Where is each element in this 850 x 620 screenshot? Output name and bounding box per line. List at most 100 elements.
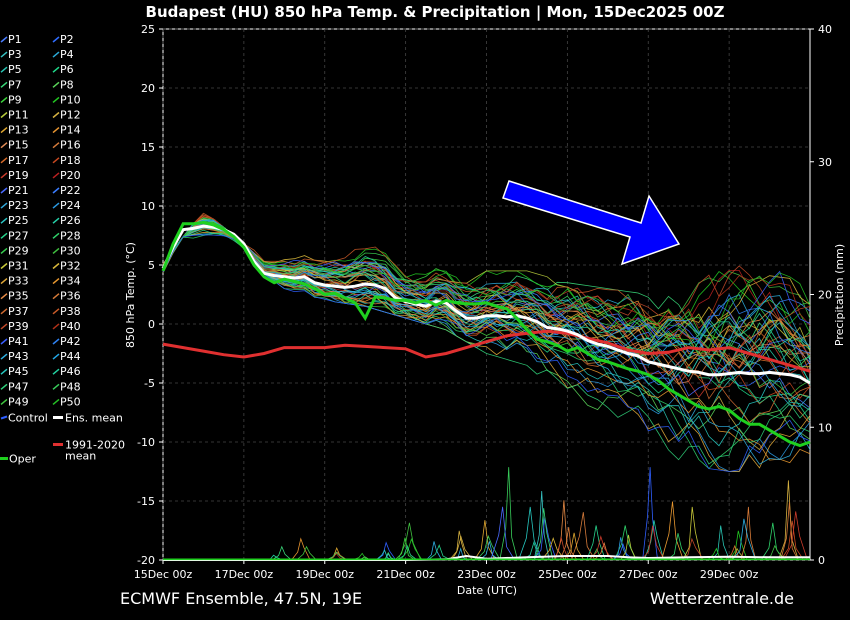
- legend-swatch: [52, 66, 60, 73]
- legend-label: P42: [60, 335, 81, 348]
- legend-label: P16: [60, 139, 81, 152]
- legend-swatch: [0, 308, 8, 315]
- legend-swatch: [52, 172, 60, 179]
- legend-label: P2: [60, 33, 74, 46]
- x-tick-label: 15Dec 00z: [134, 568, 193, 581]
- legend-swatch: [0, 383, 8, 390]
- chart-title: Budapest (HU) 850 hPa Temp. & Precipitat…: [146, 3, 725, 22]
- member-precip-line: [476, 534, 501, 561]
- legend-swatch: [0, 217, 8, 224]
- legend-swatch: [0, 278, 8, 285]
- legend-label: P46: [60, 365, 81, 378]
- y-tick-label: -20: [137, 554, 155, 567]
- legend-swatch: [52, 142, 60, 149]
- member-precip-line: [728, 530, 748, 561]
- x-tick-label: 23Dec 00z: [457, 568, 516, 581]
- member-precip-line: [394, 537, 416, 561]
- legend-label: P24: [60, 199, 81, 212]
- legend-label: P14: [60, 124, 81, 137]
- footer-model-info: ECMWF Ensemble, 47.5N, 19E: [120, 589, 362, 608]
- legend-swatch: [52, 247, 60, 254]
- member-precip-line: [563, 532, 585, 561]
- x-tick-label: 17Dec 00z: [215, 568, 274, 581]
- legend-label: P50: [60, 395, 81, 408]
- member-temp-line: [162, 222, 811, 366]
- legend-label: P20: [60, 169, 81, 182]
- legend-label: mean: [65, 450, 96, 463]
- legend-label: P1: [8, 33, 22, 46]
- legend-label: P29: [8, 244, 29, 257]
- member-precip-line: [291, 537, 311, 561]
- legend-label: P32: [60, 260, 81, 273]
- member-precip-line: [499, 467, 518, 561]
- member-precip-line: [682, 506, 702, 561]
- member-precip-line: [451, 530, 468, 561]
- legend-swatch: [52, 51, 60, 58]
- x-tick-label: 27Dec 00z: [619, 568, 678, 581]
- y-tick-label: 25: [141, 23, 155, 36]
- member-precip-line: [740, 506, 757, 561]
- member-temp-line: [162, 234, 811, 472]
- legend-label: P44: [60, 350, 81, 363]
- legend-label: P11: [8, 109, 29, 122]
- legend-swatch: [0, 81, 8, 88]
- member-precip-line: [534, 508, 554, 561]
- legend-swatch: [52, 127, 60, 134]
- legend-swatch: [52, 338, 60, 345]
- legend-swatch: [52, 278, 60, 285]
- member-precip-line: [449, 535, 473, 561]
- member-precip-line: [780, 502, 799, 561]
- member-precip-line: [640, 525, 665, 561]
- legend-label: P21: [8, 184, 29, 197]
- y2-tick-label: 0: [818, 554, 825, 567]
- legend-label: 1991-2020: [65, 439, 125, 452]
- member-precip-line: [473, 520, 496, 561]
- legend-swatch: [52, 187, 60, 194]
- legend-swatch: [0, 142, 8, 149]
- legend-swatch: [0, 262, 8, 270]
- legend-label: P17: [8, 154, 29, 167]
- x-axis-label: Date (UTC): [457, 584, 517, 597]
- x-tick-label: 21Dec 00z: [376, 568, 435, 581]
- legend-swatch: [52, 96, 60, 103]
- legend-label: P5: [8, 63, 22, 76]
- legend-swatch: [52, 262, 60, 270]
- legend-swatch: [52, 202, 60, 209]
- member-precip-line: [479, 541, 500, 561]
- member-temp-line: [162, 219, 811, 362]
- legend-swatch: [52, 383, 60, 390]
- member-precip-line: [553, 536, 570, 561]
- y-axis-label: 850 hPa Temp. (°C): [124, 242, 137, 348]
- ens-mean-temp-line: [161, 224, 811, 385]
- legend-label: P27: [8, 229, 29, 242]
- legend-label: Oper: [9, 453, 36, 466]
- member-temp-line: [162, 227, 811, 447]
- legend-swatch: [52, 217, 60, 224]
- member-precip-line: [588, 535, 613, 561]
- legend-label: P45: [8, 365, 29, 378]
- climate-mean-line: [162, 329, 811, 373]
- legend-swatch: [0, 398, 8, 405]
- member-precip-line: [400, 537, 423, 561]
- legend-swatch: [0, 157, 8, 164]
- member-precip-line: [778, 480, 799, 561]
- member-temp-line: [162, 216, 811, 340]
- legend-label: P9: [8, 93, 22, 106]
- legend-label: P26: [60, 214, 81, 227]
- member-temp-line: [162, 221, 811, 355]
- member-precip-line: [397, 544, 418, 561]
- legend-label: P39: [8, 320, 29, 333]
- legend: P1 P2 P3 P4 P5 P6 P7 P8 P9 P10 P11 P12 P13 P14 P15 P16 P…: [0, 33, 125, 466]
- member-temp-line: [162, 226, 811, 375]
- legend-label: P43: [8, 350, 29, 363]
- legend-swatch: [52, 111, 60, 119]
- y-tick-label: -5: [144, 377, 155, 390]
- x-tick-label: 19Dec 00z: [295, 568, 354, 581]
- member-precip-line: [296, 545, 317, 561]
- member-precip-line: [711, 525, 730, 561]
- y2-tick-label: 10: [818, 421, 832, 434]
- legend-label: P41: [8, 335, 29, 348]
- oper-temp-line: [161, 220, 811, 448]
- legend-label: P47: [8, 380, 29, 393]
